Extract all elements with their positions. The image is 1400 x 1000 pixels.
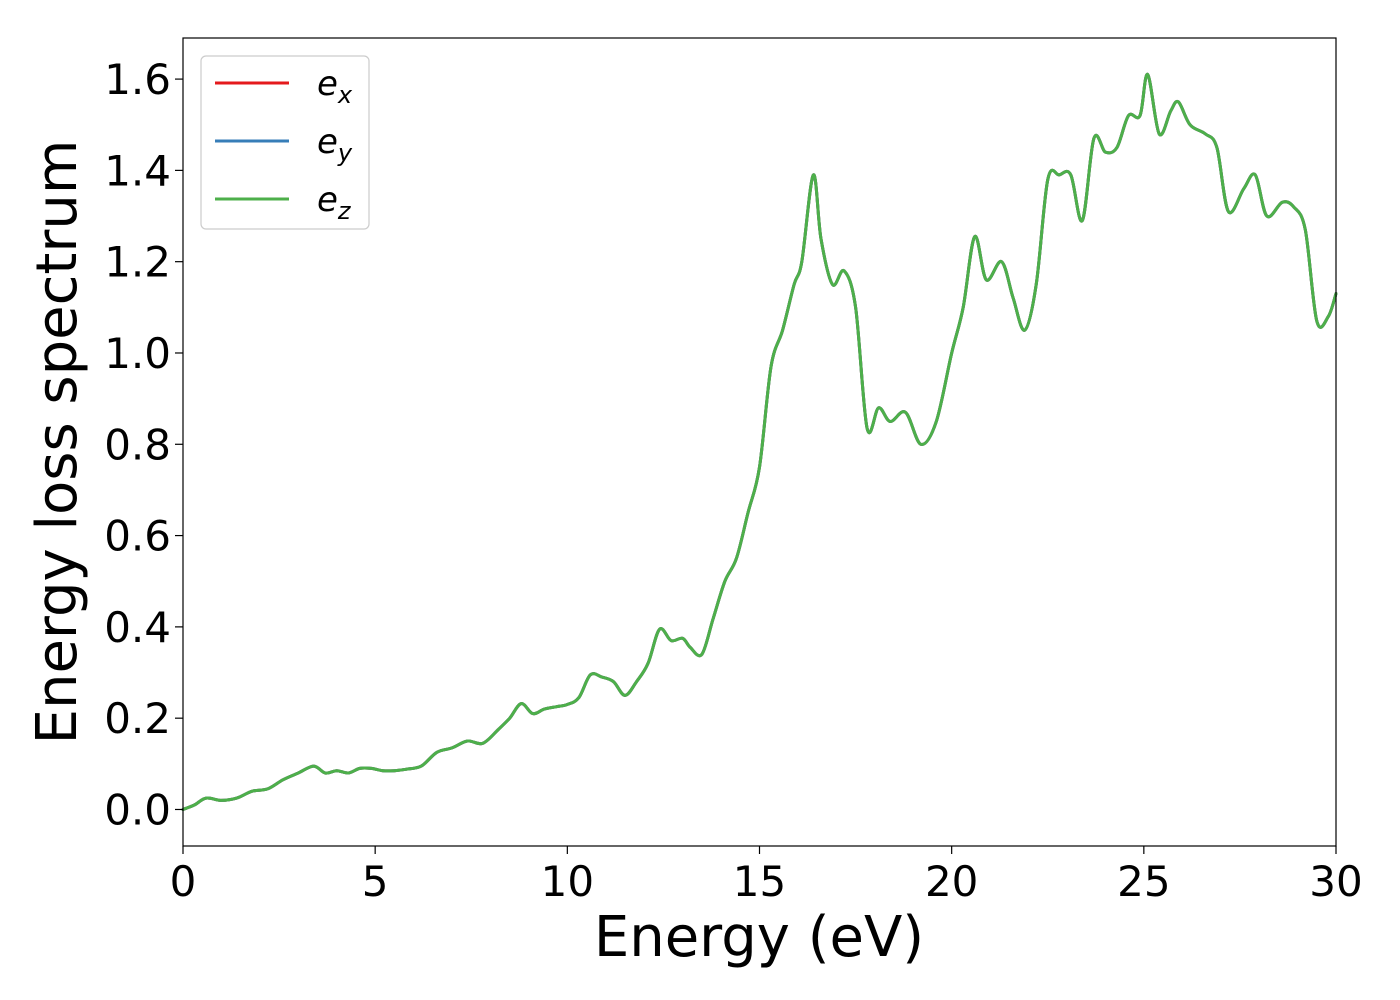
legend-label-z: ez xyxy=(317,180,352,225)
y-tick-label: 1.2 xyxy=(104,238,171,287)
y-axis-label: Energy loss spectrum xyxy=(25,140,90,745)
y-tick-label: 1.6 xyxy=(104,55,171,104)
y-axis-ticks: 0.0 0.2 0.4 0.6 0.8 1.0 1.2 1.4 1.6 xyxy=(104,55,183,834)
legend-label-subscript: z xyxy=(337,197,352,225)
y-tick-label: 0.4 xyxy=(104,603,171,652)
x-tick-label: 30 xyxy=(1309,857,1362,906)
x-tick-label: 20 xyxy=(925,857,978,906)
legend-label-y: ey xyxy=(317,122,353,167)
x-tick-label: 10 xyxy=(541,857,594,906)
x-axis-label: Energy (eV) xyxy=(594,905,924,970)
legend-label-base: e xyxy=(317,64,338,104)
legend-label-subscript: x xyxy=(337,81,353,109)
x-tick-label: 15 xyxy=(733,857,786,906)
x-tick-label: 0 xyxy=(170,857,197,906)
x-tick-label: 5 xyxy=(362,857,389,906)
y-tick-label: 1.0 xyxy=(104,329,171,378)
legend-label-x: ex xyxy=(317,64,353,109)
x-axis-ticks: 0 5 10 15 20 25 30 xyxy=(170,846,1363,906)
y-tick-label: 0.2 xyxy=(104,694,171,743)
x-tick-label: 25 xyxy=(1117,857,1170,906)
y-tick-label: 0.8 xyxy=(104,420,171,469)
legend-label-base: e xyxy=(317,122,338,162)
legend-label-base: e xyxy=(317,180,338,220)
y-tick-label: 0.6 xyxy=(104,512,171,561)
series-line-z xyxy=(181,72,1338,811)
legend-label-subscript: y xyxy=(337,139,353,167)
y-tick-label: 0.0 xyxy=(104,785,171,834)
y-tick-label: 1.4 xyxy=(104,146,171,195)
series-layer xyxy=(181,72,1338,811)
